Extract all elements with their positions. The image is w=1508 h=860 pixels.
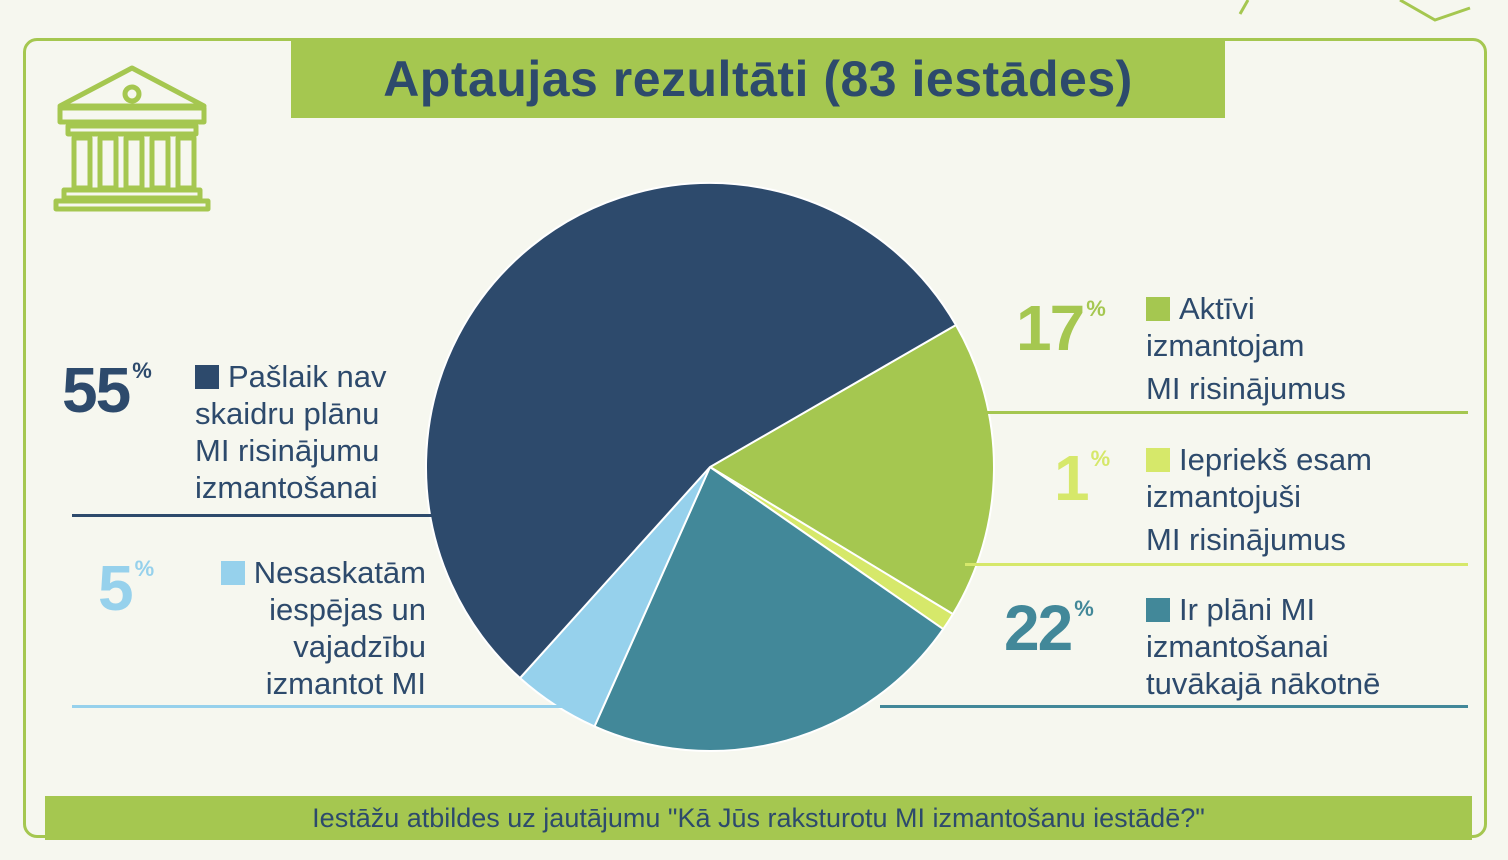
legend-active: Aktīvi izmantojam MI risinājumus (1146, 290, 1346, 406)
legend-line: Ir plāni MI (1179, 592, 1316, 627)
legend-line: vajadzību (293, 629, 426, 664)
pct-unit: % (132, 358, 152, 383)
pie-slice-no-plans (424, 182, 958, 680)
legend-line: izmantojam (1146, 328, 1305, 363)
legend-no-need: Nesaskatām iespējas un vajadzību izmanto… (196, 554, 426, 702)
legend-line: MI risinājumus (1146, 371, 1346, 406)
pct-unit: % (1074, 596, 1094, 621)
legend-swatch (1146, 297, 1170, 321)
pct-unit: % (1090, 446, 1111, 471)
pct-no-need: 5% (98, 556, 154, 620)
legend-line: skaidru plānu (195, 396, 380, 431)
pct-planned: 22% (1004, 596, 1094, 660)
pct-value: 17 (1016, 292, 1085, 364)
pct-unit: % (134, 556, 155, 581)
legend-line: Pašlaik nav (228, 359, 387, 394)
pie-slice-planned (593, 465, 945, 752)
pct-value: 1 (1054, 442, 1090, 514)
legend-swatch (1146, 448, 1170, 472)
legend-previous: Iepriekš esam izmantojuši MI risinājumus (1146, 441, 1372, 557)
footer-banner: Iestāžu atbildes uz jautājumu "Kā Jūs ra… (45, 796, 1472, 840)
legend-line: tuvākajā nākotnē (1146, 666, 1381, 701)
legend-line: izmantojuši (1146, 479, 1302, 514)
decorative-outline (1238, 0, 1471, 22)
rule-no-need (72, 705, 572, 708)
pct-active: 17% (1016, 296, 1106, 360)
rule-previous (965, 563, 1468, 566)
legend-line: MI risinājumus (1146, 522, 1346, 557)
rule-active (980, 411, 1468, 414)
pct-value: 55 (62, 354, 131, 426)
pie-slice-active (708, 323, 995, 616)
legend-line: Iepriekš esam (1179, 442, 1372, 477)
legend-line: Nesaskatām (253, 555, 426, 590)
rule-no-plans (72, 514, 432, 517)
pct-no-plans: 55% (62, 358, 152, 422)
legend-swatch (220, 561, 245, 585)
pct-value: 5 (98, 552, 134, 624)
legend-line: izmantošanai (1146, 629, 1329, 664)
institution-icon (53, 65, 211, 212)
pct-unit: % (1086, 296, 1106, 321)
legend-line: Aktīvi (1179, 291, 1255, 326)
legend-line: MI risinājumu (195, 433, 380, 468)
legend-swatch (1146, 598, 1170, 622)
chart-title: Aptaujas rezultāti (83 iestādes) (383, 51, 1133, 107)
pct-previous: 1% (1054, 446, 1110, 510)
rule-planned (880, 705, 1468, 708)
legend-no-plans: Pašlaik nav skaidru plānu MI risinājumu … (195, 358, 387, 506)
pct-value: 22 (1004, 592, 1073, 664)
legend-line: izmantošanai (195, 470, 378, 505)
footer-caption: Iestāžu atbildes uz jautājumu "Kā Jūs ra… (312, 802, 1205, 833)
legend-line: iespējas un (269, 592, 426, 627)
legend-line: izmantot MI (265, 666, 426, 701)
legend-swatch (195, 365, 219, 389)
title-banner: Aptaujas rezultāti (83 iestādes) (291, 40, 1225, 118)
legend-planned: Ir plāni MI izmantošanai tuvākajā nākotn… (1146, 591, 1380, 702)
